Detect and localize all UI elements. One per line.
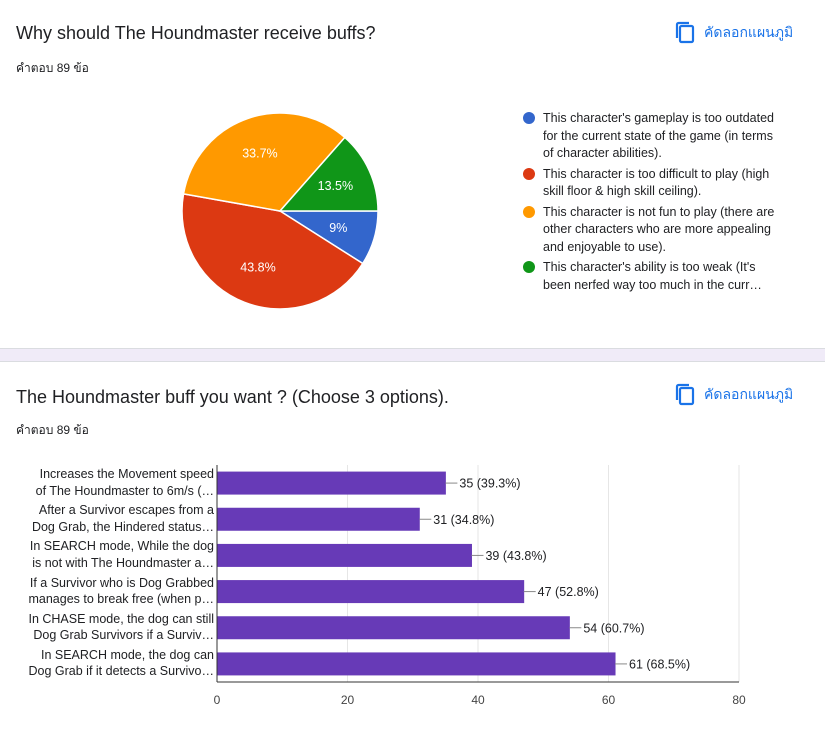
question-card-1: Why should The Houndmaster receive buffs… [0, 0, 825, 348]
bar-value-label: 61 (68.5%) [629, 657, 690, 671]
legend-item[interactable]: This character is too difficult to play … [523, 166, 783, 201]
pie-chart: 9% 43.8% 33.7% 13.5% [181, 112, 379, 310]
bar[interactable] [217, 580, 525, 604]
response-count: คำตอบ 89 ข้อ [16, 423, 89, 437]
copy-icon [675, 383, 695, 406]
legend-swatch [523, 205, 535, 218]
pie-slice-label: 9% [329, 221, 347, 235]
pie-slice[interactable] [182, 112, 346, 212]
bar-value-label: 39 (43.8%) [485, 549, 546, 563]
bar-value-label: 35 (39.3%) [459, 477, 520, 491]
bar-value-label: 31 (34.8%) [433, 513, 494, 527]
legend-label: This character's gameplay is too outdate… [543, 111, 774, 160]
bar-value-label: 47 (52.8%) [538, 585, 599, 599]
x-tick-label: 80 [732, 693, 746, 707]
question-title: The Houndmaster buff you want ? (Choose … [16, 387, 449, 407]
pie-slice[interactable] [181, 192, 364, 310]
x-tick-label: 0 [214, 693, 221, 707]
copy-icon [675, 21, 695, 44]
legend-item[interactable]: This character's gameplay is too outdate… [523, 110, 783, 163]
copy-chart-label: คัดลอกแผนภูมิ [704, 24, 794, 40]
pie-slice[interactable] [278, 136, 379, 212]
bar[interactable] [217, 652, 616, 676]
legend-swatch [523, 261, 535, 273]
bar[interactable] [217, 616, 570, 640]
question-card-2: The Houndmaster buff you want ? (Choose … [0, 362, 825, 733]
question-title: Why should The Houndmaster receive buffs… [16, 23, 376, 43]
copy-chart-button[interactable]: คัดลอกแผนภูมิ [674, 383, 793, 407]
card-separator [0, 348, 825, 362]
copy-chart-label: คัดลอกแผนภูมิ [704, 386, 794, 402]
x-tick-label: 40 [471, 693, 485, 707]
copy-chart-button[interactable]: คัดลอกแผนภูมิ [674, 21, 793, 45]
bar[interactable] [217, 507, 420, 531]
bar-value-label: 54 (60.7%) [583, 621, 644, 635]
legend-item[interactable]: This character's ability is too weak (It… [523, 259, 783, 294]
legend-label: This character's ability is too weak (It… [543, 260, 762, 292]
legend-label: This character is too difficult to play … [543, 166, 770, 199]
bar[interactable] [217, 471, 446, 495]
pie-slice-label: 13.5% [318, 179, 353, 193]
pie-slice-label: 33.7% [242, 147, 277, 161]
pie-slice-label: 43.8% [240, 261, 275, 275]
legend-label: This character is not fun to play (there… [543, 204, 775, 254]
pie-legend: This character's gameplay is too outdate… [523, 110, 783, 297]
x-tick-label: 20 [341, 693, 355, 707]
legend-swatch [523, 112, 535, 124]
bar[interactable] [217, 543, 472, 567]
legend-item[interactable]: This character is not fun to play (there… [523, 204, 783, 257]
bar-chart: 0 20 40 60 80 35 (39.3%) 31 (34.8%) 39 (43.8%) 4… [214, 465, 746, 707]
response-count: คำตอบ 89 ข้อ [16, 61, 89, 75]
x-tick-label: 60 [602, 693, 616, 707]
legend-swatch [523, 167, 535, 180]
